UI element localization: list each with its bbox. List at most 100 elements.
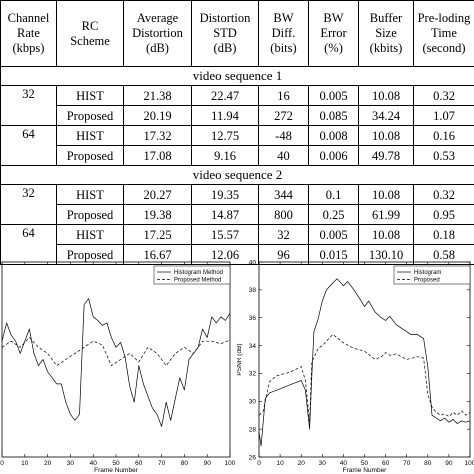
table-cell: 17.08 [123,145,192,166]
legend-box [153,265,231,285]
y-tick-label: 40 [249,259,257,266]
y-axis-label: PSNR (dB) [237,343,243,375]
channel-rate-cell: 64 [0,125,57,166]
x-tick-label: 30 [67,460,75,467]
legend-label: Proposed Method [174,278,221,284]
y-tick-label: 26 [249,454,257,461]
rc-scheme-cell: Proposed [56,204,124,225]
psnr-plot-left: 0 10 20 30 40 50 60 70 80 90 100 Frame Number Histog… [0,261,236,474]
table-row: Proposed 17.08 9.16 40 0.006 49.78 0.53 [1,145,474,166]
legend-box [393,265,471,285]
y-tick-label: 36 [249,315,257,322]
table-cell: 61.99 [358,204,414,225]
table-cell: 12.75 [191,125,259,146]
table-cell: 10.08 [358,125,414,146]
table-row: 64 HIST 17.32 12.75 -48 0.008 10.08 0.16 [0,125,474,166]
table-cell: 11.94 [191,105,259,126]
table-cell: 10.08 [358,85,414,106]
x-axis-label: Frame Number [94,467,139,474]
results-table: Channel Rate (kbps) RC Scheme Average Distor… [0,0,474,265]
x-tick-label: 100 [225,460,236,467]
table-cell: 0.085 [308,105,359,126]
table-row: 64 HIST 17.25 15.57 32 0.005 10.08 0.18 [0,224,474,265]
y-tick-label: 28 [249,426,257,433]
results-table-container: Channel Rate (kbps) RC Scheme Average Distor… [0,0,474,265]
table-cell: 344 [258,184,309,205]
table-cell: 22.47 [191,85,259,106]
table-cell: 1.07 [413,105,474,126]
table-cell: 9.16 [191,145,259,166]
table-cell: 34.24 [358,105,414,126]
x-tick-label: 30 [319,460,327,467]
table-cell: 10.08 [358,184,414,205]
x-tick-label: 70 [158,460,166,467]
table-cell: 0.53 [413,145,474,166]
table-cell: 0.005 [308,224,359,245]
table-cell: 15.57 [191,224,259,245]
table-cell: 0.58 [413,244,474,265]
table-cell: 19.38 [123,204,192,225]
y-tick-label: 30 [249,399,257,406]
table-cell: 800 [258,204,309,225]
header-bw-diff: BW Diff. (bits) [258,0,309,67]
table-cell: 0.008 [308,125,359,146]
header-buffer-size: Buffer Size (kbits) [358,0,414,67]
legend-label: Histogram [414,270,441,276]
table-row: Proposed 16.67 12.06 96 0.015 130.10 0.58 [1,244,474,265]
table-cell: 32 [258,224,309,245]
table-cell: 96 [258,244,309,265]
legend-label: Histogram Method [174,270,223,276]
rc-scheme-cell: Proposed [56,145,124,166]
rc-scheme-cell: HIST [56,125,124,146]
x-tick-label: 10 [21,460,29,467]
x-axis-label: Frame Number [343,467,388,474]
section-title: video sequence 1 [0,66,474,86]
y-tick-label: 32 [249,371,257,378]
x-tick-label: 40 [340,460,348,467]
table-cell: 0.95 [413,204,474,225]
x-tick-label: 80 [424,460,432,467]
table-cell: -48 [258,125,309,146]
x-tick-label: 90 [204,460,212,467]
channel-rate-cell: 32 [0,184,57,225]
table-cell: 0.16 [413,125,474,146]
header-rc-scheme: RC Scheme [56,0,124,67]
rc-scheme-cell: Proposed [56,105,124,126]
header-channel-rate: Channel Rate (kbps) [0,0,57,67]
table-row: Proposed 20.19 11.94 272 0.085 34.24 1.07 [1,105,474,126]
x-tick-label: 10 [276,460,284,467]
x-tick-label: 0 [0,460,4,467]
table-cell: 0.25 [308,204,359,225]
series-line-0 [258,278,471,447]
table-row: 32 HIST 21.38 22.47 16 0.005 10.08 0.32 [0,85,474,126]
table-cell: 0.1 [308,184,359,205]
section-row: video sequence 1 [0,66,474,86]
table-cell: 12.06 [191,244,259,265]
rc-scheme-cell: HIST [56,184,124,205]
series-line-0 [1,298,231,427]
x-tick-label: 50 [112,460,120,467]
x-tick-label: 80 [181,460,189,467]
rc-scheme-cell: HIST [56,85,124,106]
table-cell: 272 [258,105,309,126]
header-bw-error: BW Error (%) [308,0,359,67]
table-cell: 40 [258,145,309,166]
table-header-row: Channel Rate (kbps) RC Scheme Average Distor… [0,0,474,67]
table-cell: 16 [258,85,309,106]
header-average-distortion: Average Distortion (dB) [123,0,192,67]
plot-frame [258,261,471,458]
section-row: video sequence 2 [0,165,474,185]
results-table-body: Channel Rate (kbps) RC Scheme Average Distor… [0,0,474,265]
x-tick-label: 40 [90,460,98,467]
x-tick-label: 50 [361,460,369,467]
x-tick-label: 100 [465,460,474,467]
channel-rate-cell: 64 [0,224,57,265]
table-cell: 130.10 [358,244,414,265]
table-cell: 17.32 [123,125,192,146]
rc-scheme-cell: Proposed [56,244,124,265]
table-cell: 10.08 [358,224,414,245]
table-cell: 0.005 [308,85,359,106]
x-tick-label: 20 [298,460,306,467]
table-cell: 0.18 [413,224,474,245]
x-tick-label: 90 [445,460,453,467]
